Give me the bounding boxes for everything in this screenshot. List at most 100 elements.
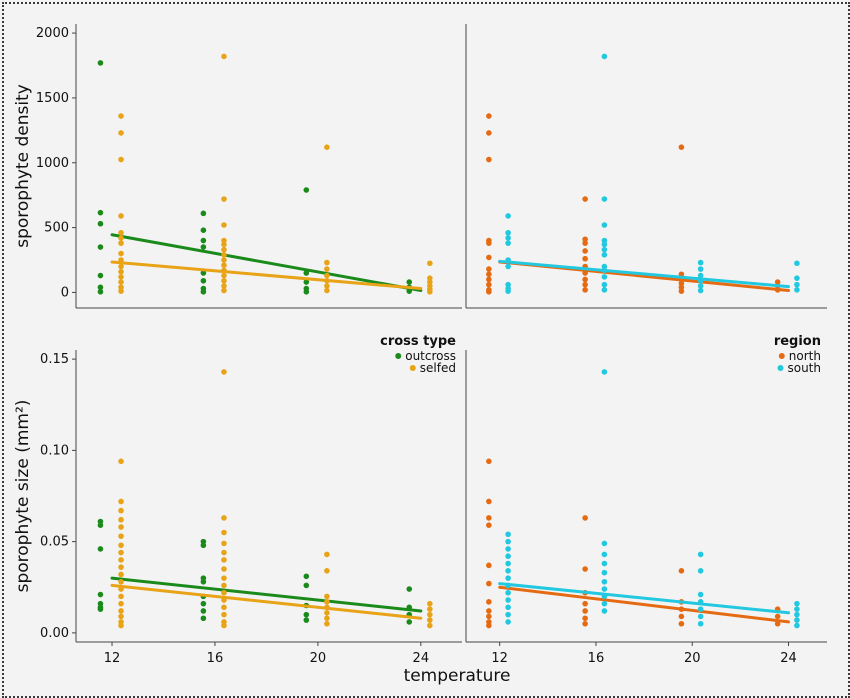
data-point-outcross bbox=[303, 582, 310, 589]
data-point-south bbox=[601, 274, 608, 280]
data-point-north bbox=[582, 196, 588, 202]
data-point-south bbox=[794, 622, 800, 629]
data-point-south bbox=[505, 531, 511, 538]
data-point-south bbox=[505, 213, 511, 219]
data-point-north bbox=[582, 248, 588, 254]
x-axis-title: temperature bbox=[404, 666, 511, 686]
data-point-selfed bbox=[324, 599, 330, 605]
data-point-south bbox=[601, 569, 608, 576]
data-point-south bbox=[601, 369, 608, 375]
data-point-selfed bbox=[118, 156, 124, 163]
data-point-north bbox=[486, 498, 492, 505]
data-point-selfed bbox=[324, 568, 330, 574]
fit-line-north bbox=[498, 585, 790, 624]
data-point-outcross bbox=[406, 619, 413, 625]
data-point-selfed bbox=[324, 283, 330, 289]
data-point-north bbox=[582, 608, 588, 614]
data-point-north bbox=[582, 281, 588, 288]
data-point-south bbox=[601, 540, 608, 547]
data-point-north bbox=[486, 254, 492, 261]
data-point-north bbox=[678, 284, 685, 291]
data-point-south bbox=[697, 613, 704, 620]
data-point-north bbox=[582, 600, 588, 607]
data-point-selfed bbox=[118, 274, 124, 280]
data-point-selfed bbox=[118, 284, 124, 291]
data-point-north bbox=[774, 279, 781, 285]
data-point-north bbox=[582, 276, 588, 283]
data-point-selfed bbox=[324, 266, 330, 272]
data-point-selfed bbox=[221, 262, 227, 269]
data-point-outcross bbox=[97, 606, 104, 612]
data-point-south bbox=[601, 281, 608, 288]
data-point-south bbox=[697, 272, 704, 279]
data-point-selfed bbox=[221, 246, 227, 253]
x-tick-label: 12 bbox=[491, 651, 508, 666]
fit-line-south bbox=[498, 582, 790, 615]
data-point-south bbox=[601, 252, 608, 258]
data-point-south bbox=[601, 237, 608, 244]
data-point-selfed bbox=[221, 241, 227, 248]
data-point-south bbox=[601, 287, 608, 293]
x-tick-label: 24 bbox=[780, 651, 797, 666]
data-point-outcross bbox=[97, 60, 104, 66]
data-point-outcross bbox=[200, 277, 207, 284]
data-point-north bbox=[486, 156, 492, 163]
data-point-south bbox=[697, 568, 704, 574]
y-tick-label: 0.05 bbox=[40, 535, 69, 550]
fit-line-selfed bbox=[110, 583, 423, 620]
faceted-scatter-chart: 0 500 1000 1500 2000 12 16 20 24 0.00 0.05 0.10 0.15… bbox=[13, 24, 827, 686]
data-point-south bbox=[505, 263, 511, 270]
data-point-south bbox=[505, 229, 511, 236]
data-point-selfed bbox=[118, 578, 124, 585]
data-point-north bbox=[486, 288, 492, 295]
data-point-selfed bbox=[118, 608, 124, 614]
data-point-selfed bbox=[221, 272, 227, 279]
data-point-selfed bbox=[221, 257, 227, 263]
data-point-selfed bbox=[324, 615, 330, 622]
data-point-south bbox=[601, 246, 608, 253]
data-point-south bbox=[601, 53, 608, 60]
data-point-south bbox=[601, 263, 608, 270]
data-point-selfed bbox=[221, 604, 227, 611]
data-point-selfed bbox=[221, 196, 227, 202]
data-point-outcross bbox=[200, 578, 207, 585]
data-point-outcross bbox=[303, 573, 310, 580]
data-point-north bbox=[486, 580, 492, 587]
legend-title: region bbox=[774, 334, 821, 349]
data-point-south bbox=[505, 553, 511, 560]
data-point-north bbox=[582, 615, 588, 622]
data-point-south bbox=[697, 591, 704, 598]
data-point-selfed bbox=[118, 564, 124, 570]
data-point-selfed bbox=[118, 549, 124, 556]
data-point-selfed bbox=[427, 260, 433, 267]
data-point-outcross bbox=[200, 288, 207, 295]
legend-label: outcross bbox=[405, 349, 456, 363]
data-point-selfed bbox=[118, 250, 124, 257]
fit-line-outcross bbox=[110, 576, 423, 613]
data-point-outcross bbox=[406, 279, 413, 285]
data-point-south bbox=[601, 600, 608, 607]
data-point-outcross bbox=[200, 244, 207, 250]
data-point-north bbox=[486, 240, 492, 246]
data-point-south bbox=[794, 617, 800, 623]
legend-key-north bbox=[778, 353, 785, 359]
data-point-outcross bbox=[97, 244, 104, 250]
data-point-south bbox=[697, 606, 704, 612]
data-point-outcross bbox=[97, 272, 104, 279]
data-point-selfed bbox=[118, 593, 124, 600]
data-point-north bbox=[582, 620, 588, 627]
data-point-selfed bbox=[324, 610, 330, 616]
data-point-south bbox=[601, 551, 608, 558]
data-point-selfed bbox=[221, 566, 227, 572]
data-point-selfed bbox=[427, 606, 433, 612]
data-point-outcross bbox=[303, 279, 310, 285]
data-point-north bbox=[582, 566, 588, 572]
data-point-outcross bbox=[303, 617, 310, 623]
x-tick-label: 24 bbox=[413, 651, 430, 666]
data-point-selfed bbox=[118, 622, 124, 629]
y-axis-title: sporophyte density bbox=[13, 84, 33, 248]
data-point-selfed bbox=[118, 268, 124, 275]
data-point-outcross bbox=[303, 187, 310, 193]
data-point-north bbox=[486, 622, 492, 629]
data-point-north bbox=[486, 271, 492, 278]
